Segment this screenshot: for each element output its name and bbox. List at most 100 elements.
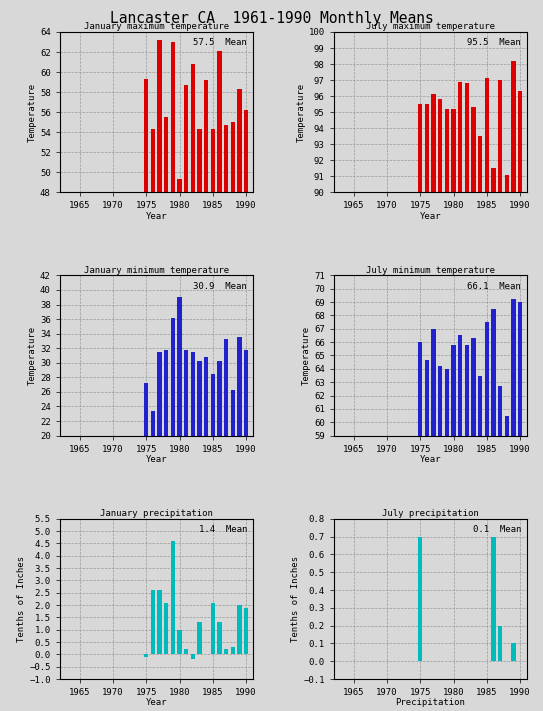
Bar [512,61,515,711]
Bar [465,83,469,711]
Text: 57.5  Mean: 57.5 Mean [193,38,247,48]
Bar [184,350,188,581]
Bar [164,603,168,654]
Bar [178,296,182,581]
Text: 0.1  Mean: 0.1 Mean [472,525,521,534]
Bar [484,322,489,711]
X-axis label: Year: Year [146,698,167,707]
Bar [512,299,515,711]
X-axis label: Year: Year [420,212,441,220]
Bar [498,386,502,711]
Bar [491,537,496,661]
Bar [191,352,195,581]
Bar [171,541,175,654]
Bar [144,383,148,581]
Bar [217,51,222,673]
Bar [471,338,476,711]
Title: January minimum temperature: January minimum temperature [84,266,229,274]
Bar [458,336,462,711]
Y-axis label: Temperature: Temperature [28,82,37,141]
Bar [157,352,162,581]
Bar [178,179,182,673]
Y-axis label: Tenths of Inches: Tenths of Inches [17,556,27,642]
Bar [237,337,242,581]
Bar [431,95,435,711]
Bar [518,91,522,711]
Title: January precipitation: January precipitation [100,509,213,518]
Bar [484,78,489,711]
Bar [171,318,175,581]
Bar [491,168,496,711]
Bar [184,649,188,654]
Bar [211,129,215,673]
Bar [217,360,222,581]
Bar [237,89,242,673]
Bar [164,117,168,673]
Bar [518,302,522,711]
Y-axis label: Tenths of Inches: Tenths of Inches [292,556,300,642]
Bar [144,79,148,673]
Bar [197,622,201,654]
Y-axis label: Temperature: Temperature [297,82,306,141]
Bar [418,342,422,711]
Bar [217,622,222,654]
Bar [197,361,201,581]
Y-axis label: Temperature: Temperature [302,326,311,385]
Bar [504,415,509,711]
Bar [178,630,182,654]
Bar [224,649,228,654]
Bar [478,375,482,711]
X-axis label: Precipitation: Precipitation [395,698,465,707]
X-axis label: Year: Year [146,455,167,464]
X-axis label: Year: Year [420,455,441,464]
Bar [197,129,201,673]
Bar [191,654,195,659]
Bar [211,374,215,581]
Bar [425,360,429,711]
Bar [231,122,235,673]
Bar [445,109,449,711]
Bar [451,345,456,711]
Bar [491,309,496,711]
Bar [418,537,422,661]
Bar [465,345,469,711]
Bar [171,42,175,673]
Title: July maximum temperature: July maximum temperature [366,22,495,31]
Bar [471,107,476,711]
Bar [438,366,443,711]
Bar [504,174,509,711]
Bar [458,82,462,711]
Bar [184,85,188,673]
Y-axis label: Temperature: Temperature [28,326,37,385]
Bar [151,590,155,654]
Text: 30.9  Mean: 30.9 Mean [193,282,247,291]
Title: July precipitation: July precipitation [382,509,478,518]
Text: 1.4  Mean: 1.4 Mean [199,525,247,534]
Title: July minimum temperature: July minimum temperature [366,266,495,274]
Bar [151,411,155,581]
Bar [204,80,209,673]
Bar [498,80,502,711]
Bar [244,350,248,581]
Bar [151,129,155,673]
Bar [157,590,162,654]
Bar [224,125,228,673]
Bar [237,605,242,654]
Bar [451,109,456,711]
Text: 66.1  Mean: 66.1 Mean [467,282,521,291]
Bar [244,608,248,654]
X-axis label: Year: Year [146,212,167,220]
Bar [164,350,168,581]
Bar [438,100,443,711]
Bar [191,64,195,673]
Title: January maximum temperature: January maximum temperature [84,22,229,31]
Bar [144,654,148,657]
Text: 95.5  Mean: 95.5 Mean [467,38,521,48]
Bar [231,390,235,581]
Bar [425,104,429,711]
Bar [512,643,515,661]
Bar [157,40,162,673]
Bar [498,626,502,661]
Text: Lancaster CA  1961-1990 Monthly Means: Lancaster CA 1961-1990 Monthly Means [110,11,433,26]
Bar [204,357,209,581]
